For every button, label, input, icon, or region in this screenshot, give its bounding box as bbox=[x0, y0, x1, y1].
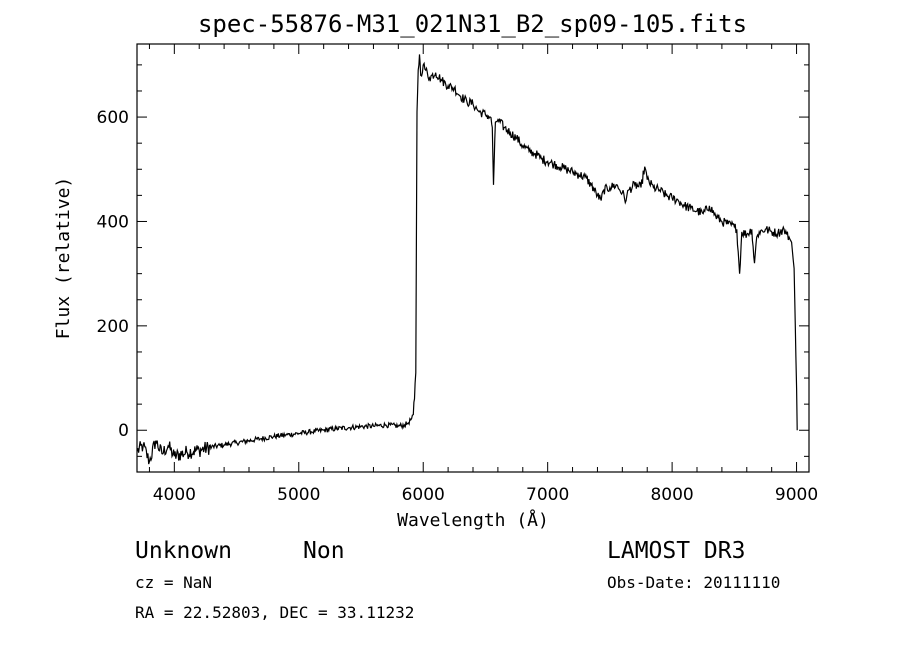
plot-frame bbox=[136, 43, 810, 473]
x-tick-label: 7000 bbox=[526, 485, 569, 505]
spectrum-line bbox=[136, 54, 798, 465]
axis-ticks bbox=[137, 44, 809, 472]
observation-date: Obs-Date: 20111110 bbox=[607, 573, 781, 592]
chart-title: spec-55876-M31_021N31_B2_sp09-105.fits bbox=[197, 10, 748, 38]
y-tick-label: 400 bbox=[97, 212, 129, 232]
x-axis-label: Wavelength (Å) bbox=[397, 510, 549, 531]
survey-name: LAMOST DR3 bbox=[607, 538, 746, 564]
coordinates-readout: RA = 22.52803, DEC = 33.11232 bbox=[135, 603, 415, 622]
object-subclass: Non bbox=[303, 538, 345, 564]
x-tick-label: 8000 bbox=[650, 485, 693, 505]
y-tick-label: 600 bbox=[97, 108, 129, 128]
object-class: Unknown bbox=[135, 538, 232, 564]
y-tick-label: 200 bbox=[97, 317, 129, 337]
redshift-readout: cz = NaN bbox=[135, 573, 213, 592]
y-axis-label: Flux (relative) bbox=[53, 176, 74, 340]
x-tick-label: 6000 bbox=[402, 485, 445, 505]
x-tick-label: 9000 bbox=[775, 485, 818, 505]
x-tick-label: 5000 bbox=[277, 485, 320, 505]
x-tick-label: 4000 bbox=[153, 485, 196, 505]
tick-labels: 4000 5000 6000 7000 8000 9000 0 200 400 600 bbox=[97, 108, 819, 505]
y-tick-label: 0 bbox=[118, 421, 129, 441]
